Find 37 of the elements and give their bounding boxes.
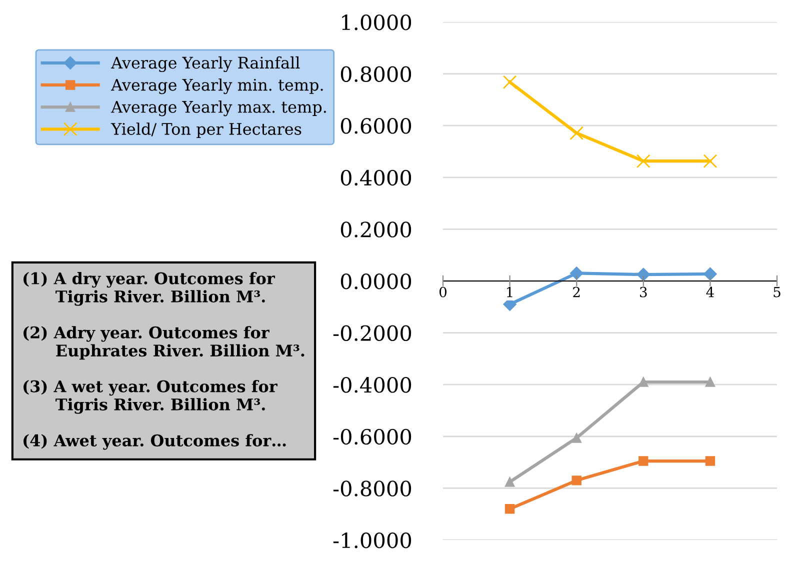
point (570, 266, 584, 280)
point (704, 267, 717, 281)
point (572, 476, 582, 486)
legend-label: Yield/ Ton per Hectares (110, 122, 302, 138)
point (705, 377, 716, 387)
y-tick-label: -0.4000 (333, 377, 412, 393)
legend-label: Average Yearly min. temp. (110, 78, 323, 94)
legend-label: Average Yearly Rainfall (110, 56, 300, 72)
point (636, 268, 650, 282)
point (572, 433, 582, 443)
point (636, 154, 650, 168)
x-tick-label: 1 (507, 286, 512, 298)
point (570, 126, 584, 140)
point (703, 154, 718, 168)
x-tick-label: 5 (774, 286, 780, 298)
y-tick-label: -1.0000 (333, 532, 412, 548)
y-tick-label: -0.2000 (333, 325, 412, 342)
legend-label: Average Yearly max. temp. (110, 100, 326, 116)
point (504, 504, 515, 514)
x-tick-label: 4 (706, 286, 714, 298)
point (502, 75, 517, 90)
y-tick-label: 1.0000 (342, 14, 412, 30)
y-tick-label: 0.0000 (340, 273, 412, 290)
point (638, 377, 648, 387)
y-tick-label: 0.6000 (340, 118, 412, 134)
x-tick-label: 3 (640, 286, 647, 298)
x-tick-label: 0 (439, 286, 446, 298)
y-tick-label: 0.2000 (340, 222, 412, 238)
point (638, 456, 648, 466)
y-tick-label: 0.8000 (340, 66, 412, 82)
text: (1) A dry year. Outcomes for Tigris River. Billion M³. (2) Adry year. Outcomes for Euphrates River. Billion M³. (3) A wet year. Outcomes for Tigris River. Billion M³. (4) Awet year. Outcomes for… (24, 272, 304, 450)
y-tick-label: -0.8000 (333, 480, 412, 496)
point (705, 456, 716, 466)
x-tick-label: 2 (573, 286, 580, 298)
y-tick-label: 0.4000 (340, 170, 412, 186)
y-tick-label: -0.6000 (333, 428, 412, 445)
point (504, 477, 515, 487)
